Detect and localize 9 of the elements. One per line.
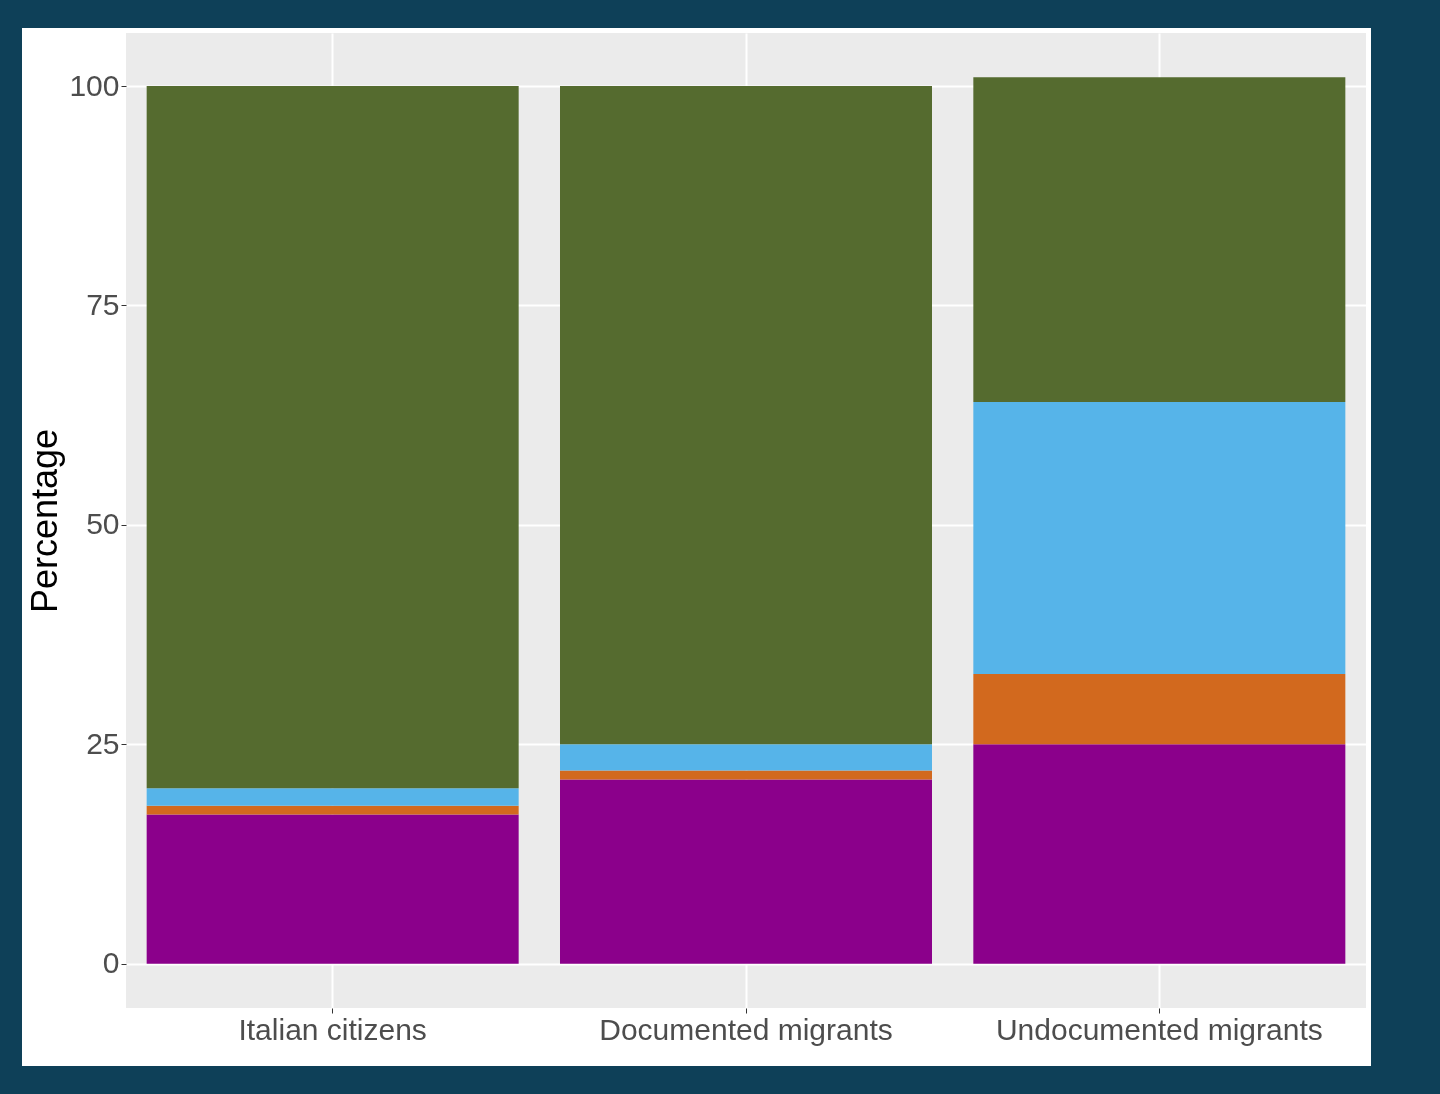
y-tick-label: 100 [69, 68, 120, 102]
x-tick-label: Undocumented migrants [995, 1012, 1323, 1046]
y-tick-label: 0 [102, 946, 120, 980]
y-tick-label: 75 [86, 287, 120, 321]
x-tick-label: Italian citizens [238, 1012, 427, 1046]
y-tick-label: 25 [86, 726, 120, 760]
y-axis-title: Percentage [24, 428, 66, 614]
y-tick-label: 50 [86, 507, 120, 541]
x-tick-label: Documented migrants [599, 1012, 893, 1046]
